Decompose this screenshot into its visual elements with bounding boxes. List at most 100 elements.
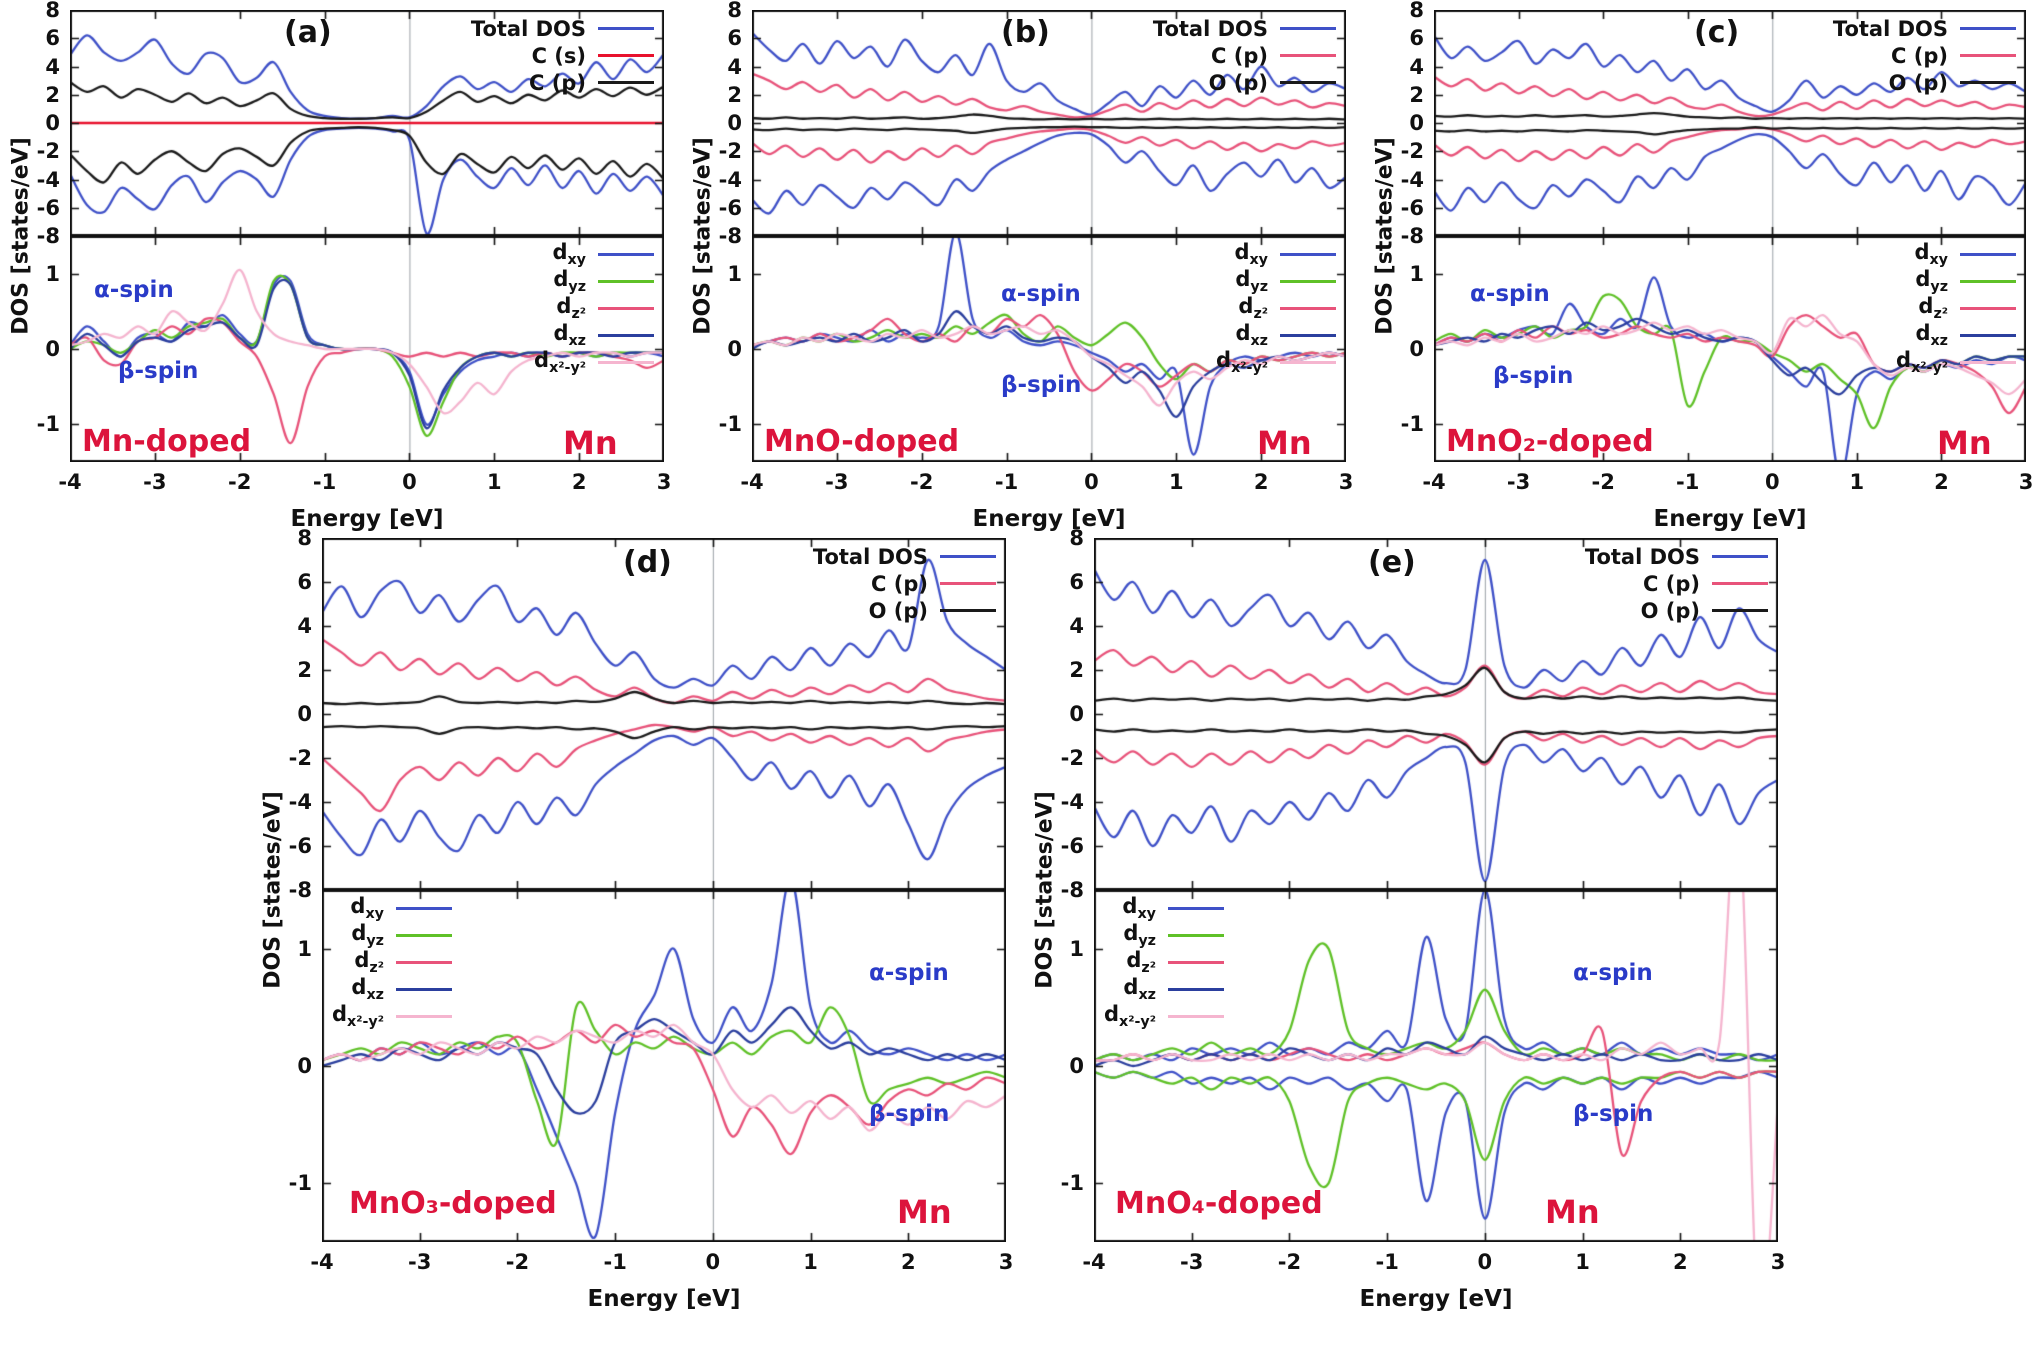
x-tick-label: -3: [1180, 1250, 1204, 1274]
legend-item: C (p): [1153, 42, 1336, 69]
legend-b-orbital: dxy dyz dz² dxz dx²-y²: [1216, 240, 1336, 377]
y-tick-label: 2: [1409, 82, 1424, 107]
legend-label: dxz: [1915, 321, 1948, 350]
y-axis-label: DOS [states/eV]: [1032, 791, 1058, 989]
dos-plot-canvas-a-orbital: [70, 236, 664, 462]
y-tick-label: -6: [718, 195, 742, 220]
legend-line-swatch: [1280, 280, 1336, 283]
legend-item: dyz: [1896, 267, 2016, 296]
legend-label: dx²-y²: [332, 1002, 384, 1031]
y-tick-label: 2: [727, 82, 742, 107]
legend-c-orbital: dxy dyz dz² dxz dx²-y²: [1896, 240, 2016, 377]
legend-item: C (p): [813, 570, 996, 597]
legend-line-swatch: [598, 361, 654, 364]
x-tick-label: -1: [994, 470, 1019, 494]
legend-item: dx²-y²: [534, 348, 654, 377]
legend-item: dx²-y²: [1896, 348, 2016, 377]
y-tick-label: 6: [727, 26, 742, 51]
legend-line-swatch: [598, 27, 654, 30]
legend-label: C (p): [529, 70, 586, 95]
legend-item: dz²: [534, 294, 654, 323]
y-tick-label: -6: [288, 834, 312, 858]
legend-item: dxy: [1216, 240, 1336, 269]
y-tick-label: 6: [1069, 570, 1084, 594]
x-tick-label: 0: [705, 1250, 721, 1274]
doped-label: MnO-doped: [764, 424, 960, 459]
legend-line-swatch: [1960, 307, 2016, 310]
legend-label: dz²: [1126, 948, 1156, 977]
legend-label: dx²-y²: [1104, 1002, 1156, 1031]
panel-tag-c: (c): [1694, 15, 1740, 50]
y-tick-label: -2: [36, 139, 60, 164]
alpha-spin-label: α-spin: [869, 960, 949, 986]
x-axis-label: Energy [eV]: [290, 506, 444, 532]
y-tick-label: 0: [297, 1054, 312, 1078]
x-tick-label: 2: [1672, 1250, 1688, 1274]
y-tick-label: -8: [718, 224, 742, 248]
dos-plot-canvas-c-total: [1434, 10, 2026, 236]
x-tick-label: 2: [900, 1250, 916, 1274]
legend-label: Total DOS: [1152, 16, 1268, 41]
element-label: Mn: [1257, 424, 1312, 462]
legend-label: dxz: [1235, 321, 1268, 350]
legend-label: dxy: [1914, 240, 1948, 269]
legend-line-swatch: [395, 907, 452, 910]
y-tick-label: -2: [1060, 746, 1084, 770]
legend-item: O (p): [1153, 69, 1336, 96]
subplot-c-orbital: dxy dyz dz² dxz dx²-y² α-spin β-spin MnO₂-doped…: [1434, 236, 2026, 462]
x-tick-label: 2: [571, 470, 587, 494]
y-tick-label: -4: [1400, 167, 1424, 192]
beta-spin-label: β-spin: [1573, 1101, 1654, 1127]
legend-label: dx²-y²: [1896, 348, 1948, 377]
legend-d-orbital: dxy dyz dz² dxz dx²-y²: [332, 894, 452, 1031]
alpha-spin-label: α-spin: [1001, 281, 1081, 307]
legend-line-swatch: [395, 934, 452, 937]
legend-label: Total DOS: [470, 16, 586, 41]
doped-label: Mn-doped: [82, 424, 252, 459]
legend-item: dx²-y²: [332, 1002, 452, 1031]
legend-item: dyz: [534, 267, 654, 296]
y-tick-label: -1: [288, 1171, 312, 1196]
x-axis-label: Energy [eV]: [1653, 506, 1807, 532]
y-tick-label: 2: [45, 82, 60, 107]
legend-line-swatch: [598, 81, 654, 84]
legend-label: O (p): [1640, 598, 1700, 623]
y-tick-label: 0: [45, 111, 60, 135]
legend-line-swatch: [1712, 582, 1768, 585]
dos-plot-canvas-a-total: [70, 10, 664, 236]
legend-line-swatch: [1280, 81, 1336, 84]
legend-item: dz²: [332, 948, 452, 977]
legend-line-swatch: [395, 961, 452, 964]
legend-item: C (p): [1833, 42, 2016, 69]
y-axis-label: DOS [states/eV]: [690, 137, 716, 335]
panel-d: DOS [states/eV] Total DOS C (p) O (p) (d) -8 -…: [258, 526, 1018, 1332]
legend-line-swatch: [1280, 361, 1336, 364]
legend-item: C (s): [471, 42, 654, 69]
legend-line-swatch: [1167, 961, 1224, 964]
subplot-d-total: Total DOS C (p) O (p) (d): [322, 538, 1006, 890]
element-label: Mn: [1937, 424, 1992, 462]
legend-item: dz²: [1216, 294, 1336, 323]
legend-label: C (s): [531, 43, 586, 68]
legend-label: dz²: [1238, 294, 1268, 323]
legend-label: Total DOS: [812, 544, 928, 569]
legend-label: dxy: [552, 240, 586, 269]
y-tick-label: -2: [718, 139, 742, 164]
element-label: Mn: [897, 1193, 952, 1231]
y-tick-label: 0: [1409, 337, 1424, 361]
element-label: Mn: [563, 424, 618, 462]
dos-plot-canvas-e-total: [1094, 538, 1778, 890]
legend-item: Total DOS: [1585, 543, 1768, 570]
x-tick-label: -4: [310, 1250, 334, 1274]
legend-item: dz²: [1104, 948, 1224, 977]
legend-label: dyz: [351, 921, 384, 950]
legend-item: dxz: [1104, 975, 1224, 1004]
legend-line-swatch: [1167, 1015, 1224, 1018]
legend-label: dyz: [1123, 921, 1156, 950]
subplot-a-total: Total DOS C (s) C (p) (a): [70, 10, 664, 236]
legend-line-swatch: [1960, 54, 2016, 57]
x-tick-label: -1: [1375, 1250, 1399, 1274]
y-tick-label: 1: [1409, 261, 1424, 286]
doped-label: MnO₄-doped: [1115, 1186, 1323, 1221]
x-tick-label: -2: [228, 470, 252, 494]
